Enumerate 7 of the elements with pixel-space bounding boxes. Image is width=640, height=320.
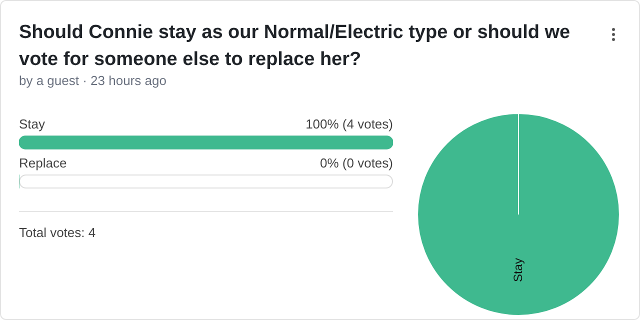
text: Total votes: 4 (19, 225, 96, 240)
y-tick-label: Replace (19, 156, 67, 171)
chart-title: Should Connie stay as our Normal/Electric type or should we vote for someone else to replace her? (19, 21, 572, 72)
data-label: 0% (0 votes) (320, 156, 393, 171)
chart-subtitle: by a guest · 23 hours ago (19, 73, 166, 88)
slice-label: Stay (510, 258, 525, 282)
data-label: 100% (4 votes) (306, 116, 393, 132)
